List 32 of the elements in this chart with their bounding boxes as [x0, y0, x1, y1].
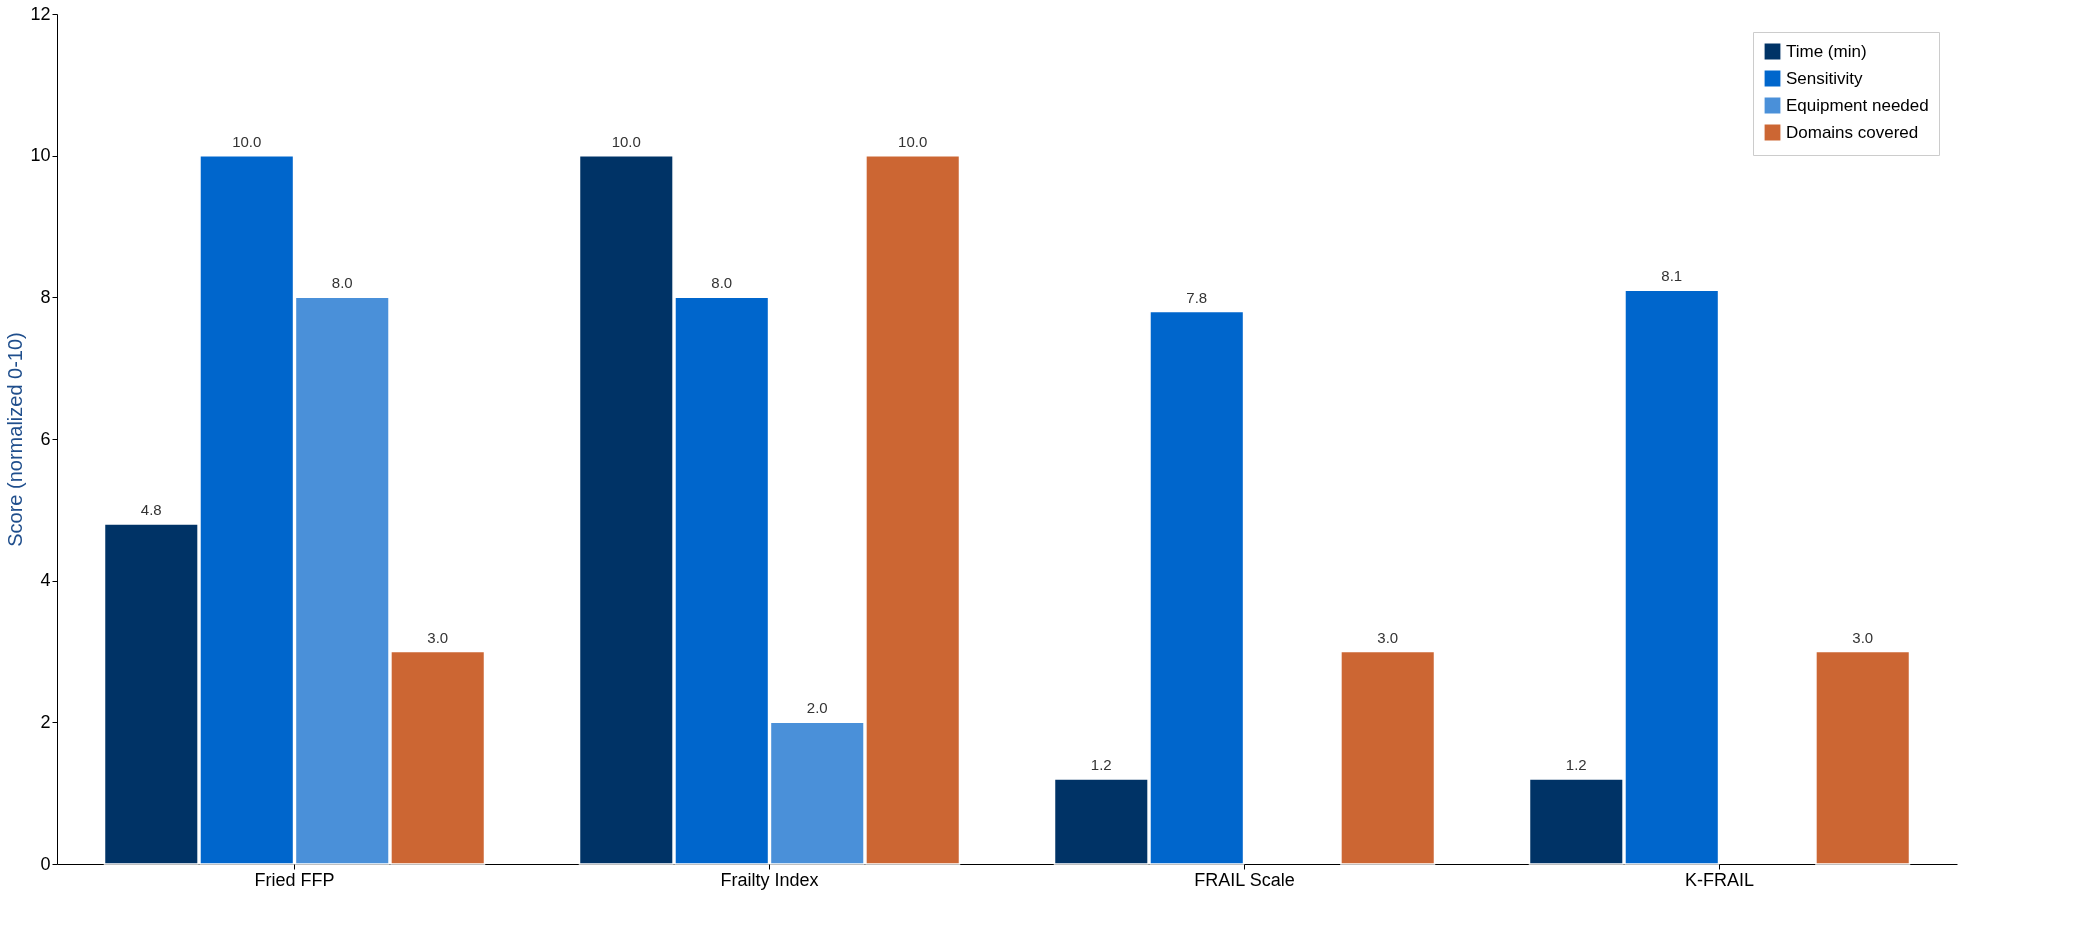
y-tick-label: 12 [30, 3, 51, 24]
data-label: 3.0 [1852, 628, 1874, 646]
x-tick-label: Frailty Index [720, 869, 819, 890]
data-label: 2.0 [806, 699, 828, 717]
y-tick-label: 6 [40, 428, 51, 449]
data-label: 1.2 [1090, 756, 1112, 773]
data-label: 8.0 [711, 274, 733, 292]
data-label: 3.0 [427, 628, 449, 646]
legend-label: Time (min) [1786, 41, 1867, 61]
y-axis-title: Score (normalized 0-10) [4, 332, 27, 547]
data-label: 8.1 [1661, 267, 1683, 285]
data-label: 10.0 [611, 132, 641, 150]
x-tick-label: FRAIL Scale [1194, 869, 1295, 890]
y-tick-label: 4 [40, 570, 51, 591]
bar [1815, 650, 1911, 865]
bar [1340, 650, 1436, 865]
x-tick-label: Fried FFP [254, 869, 335, 890]
data-label: 8.0 [331, 274, 353, 292]
y-tick-label: 0 [40, 853, 51, 874]
data-label: 3.0 [1377, 628, 1399, 646]
legend-label: Equipment needed [1786, 95, 1929, 115]
data-label: 10.0 [232, 132, 262, 150]
legend-label: Sensitivity [1786, 68, 1864, 88]
data-label: 1.2 [1565, 756, 1587, 773]
y-tick-label: 2 [40, 711, 51, 732]
y-tick-label: 10 [30, 145, 51, 166]
x-tick-label: K-FRAIL [1684, 869, 1755, 890]
data-label: 7.8 [1186, 288, 1208, 306]
data-label: 10.0 [898, 132, 928, 150]
y-tick-label: 8 [40, 286, 51, 307]
legend-label: Domains covered [1786, 122, 1919, 142]
data-label: 4.8 [140, 501, 162, 518]
